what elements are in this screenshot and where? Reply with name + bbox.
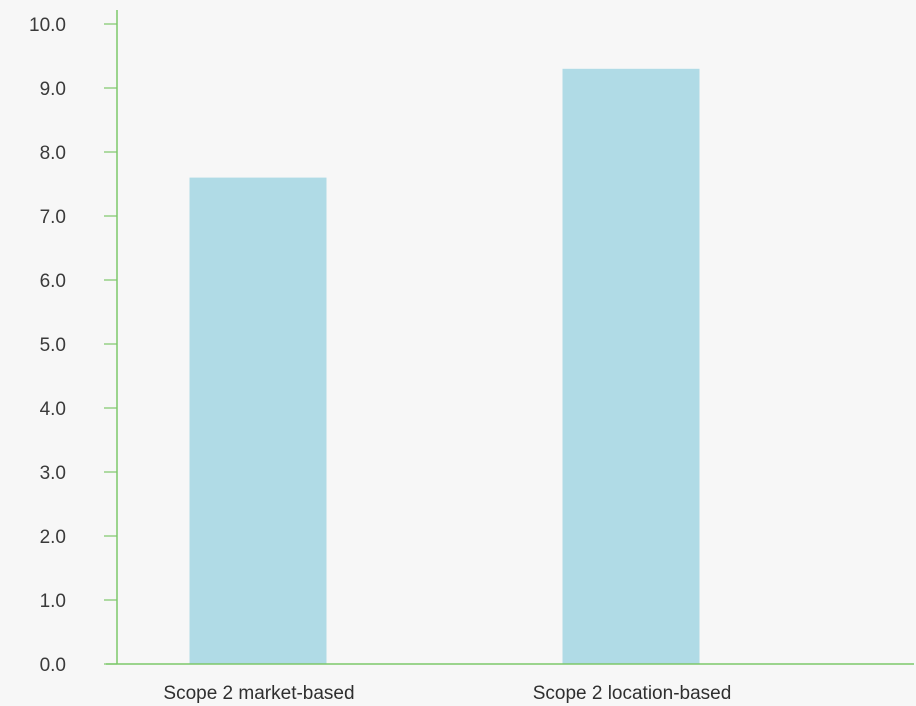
bars-group xyxy=(189,68,700,665)
y-tick-label: 2.0 xyxy=(40,527,66,548)
x-category-label: Scope 2 location-based xyxy=(533,683,732,704)
axes-group xyxy=(106,10,914,665)
bar-scope2-market-based xyxy=(189,177,327,664)
y-tick-label: 9.0 xyxy=(40,79,66,100)
y-tick-group: 0.0 1.0 2.0 3.0 4.0 5.0 6.0 7.0 8.0 9.0 10.0 xyxy=(29,15,117,676)
y-tick-label: 6.0 xyxy=(40,271,66,292)
y-tick-label: 3.0 xyxy=(40,463,66,484)
y-tick-label: 1.0 xyxy=(40,591,66,612)
y-tick-label: 10.0 xyxy=(29,15,66,36)
y-tick-label: 5.0 xyxy=(40,335,66,356)
y-tick-label: 4.0 xyxy=(40,399,66,420)
bar-scope2-location-based xyxy=(562,68,700,665)
y-tick-label: 8.0 xyxy=(40,143,66,164)
y-tick-label: 0.0 xyxy=(40,655,66,676)
x-category-label: Scope 2 market-based xyxy=(163,683,354,704)
y-tick-label: 7.0 xyxy=(40,207,66,228)
x-label-group: Scope 2 market-based Scope 2 location-bas… xyxy=(163,683,731,704)
